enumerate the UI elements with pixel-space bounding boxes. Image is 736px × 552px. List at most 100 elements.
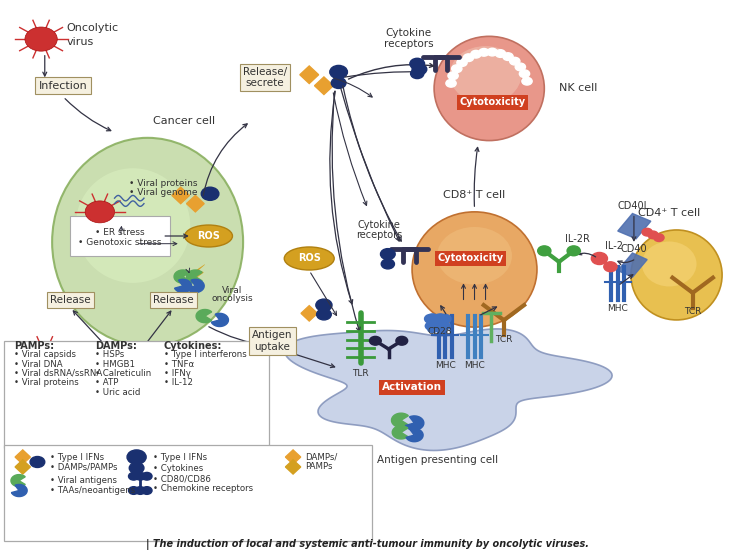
Circle shape — [654, 234, 664, 241]
Text: Release/
secrete: Release/ secrete — [243, 67, 287, 88]
Text: MHC: MHC — [464, 361, 485, 370]
Circle shape — [522, 77, 532, 85]
Text: Cytotoxicity: Cytotoxicity — [438, 253, 504, 263]
Circle shape — [428, 325, 438, 332]
Wedge shape — [186, 270, 202, 283]
Polygon shape — [300, 66, 319, 83]
Text: • HSPs: • HSPs — [95, 350, 124, 359]
FancyBboxPatch shape — [4, 341, 269, 448]
Circle shape — [538, 246, 551, 256]
Text: TLR: TLR — [353, 369, 369, 379]
FancyBboxPatch shape — [71, 216, 170, 256]
Circle shape — [446, 79, 456, 87]
Polygon shape — [15, 450, 30, 464]
Text: Oncolytic: Oncolytic — [67, 23, 119, 33]
Text: • Viral capsids: • Viral capsids — [14, 350, 76, 359]
Circle shape — [642, 229, 652, 236]
Circle shape — [412, 64, 427, 75]
Text: MHC: MHC — [607, 304, 628, 312]
Circle shape — [316, 299, 332, 311]
Wedge shape — [187, 279, 204, 293]
Text: PAMPs: PAMPs — [305, 463, 333, 471]
Ellipse shape — [642, 241, 696, 286]
Circle shape — [436, 314, 446, 322]
Circle shape — [330, 66, 347, 78]
Text: • Type I IFNs: • Type I IFNs — [50, 453, 104, 461]
Text: • Viral DNA: • Viral DNA — [14, 359, 63, 369]
Ellipse shape — [76, 168, 190, 283]
Polygon shape — [301, 306, 317, 321]
Ellipse shape — [412, 212, 537, 327]
Wedge shape — [392, 426, 408, 439]
Circle shape — [509, 57, 520, 65]
Circle shape — [503, 53, 513, 61]
Circle shape — [201, 187, 219, 200]
Text: oncolysis: oncolysis — [211, 294, 253, 303]
Text: | The induction of local and systemic anti-tumour immunity by oncolytic viruses.: | The induction of local and systemic an… — [146, 539, 590, 550]
Text: Cytokine: Cytokine — [386, 28, 431, 38]
Text: • Type I IFNs: • Type I IFNs — [153, 453, 207, 461]
Circle shape — [567, 246, 580, 256]
Circle shape — [411, 68, 424, 78]
Text: • Chemokine receptors: • Chemokine receptors — [153, 484, 253, 493]
Polygon shape — [618, 253, 647, 277]
Circle shape — [439, 315, 451, 323]
Polygon shape — [285, 329, 612, 450]
Circle shape — [464, 54, 474, 61]
Circle shape — [25, 27, 57, 51]
Text: • CD80/CD86: • CD80/CD86 — [153, 475, 210, 484]
Circle shape — [142, 487, 152, 495]
Circle shape — [604, 262, 617, 272]
Text: TCR: TCR — [495, 335, 512, 344]
Circle shape — [515, 63, 526, 71]
Wedge shape — [406, 428, 423, 442]
Circle shape — [30, 343, 60, 365]
Text: Cancer cell: Cancer cell — [153, 116, 216, 126]
Circle shape — [448, 72, 459, 79]
Circle shape — [130, 463, 144, 474]
Ellipse shape — [185, 225, 233, 247]
Circle shape — [85, 201, 115, 223]
Circle shape — [428, 320, 438, 327]
Text: Antigen
uptake: Antigen uptake — [252, 330, 293, 352]
Text: • TNFα: • TNFα — [164, 359, 194, 369]
Text: NK cell: NK cell — [559, 83, 598, 93]
Text: • Calreticulin: • Calreticulin — [95, 369, 151, 378]
Circle shape — [135, 487, 146, 495]
Wedge shape — [174, 270, 190, 283]
Circle shape — [369, 336, 381, 345]
Ellipse shape — [631, 230, 722, 320]
Text: • Viral antigens: • Viral antigens — [50, 476, 117, 485]
Circle shape — [381, 259, 394, 269]
Wedge shape — [196, 310, 212, 323]
Circle shape — [142, 473, 152, 480]
Polygon shape — [314, 77, 333, 94]
Text: virus: virus — [67, 36, 94, 46]
Circle shape — [135, 473, 146, 480]
Ellipse shape — [437, 227, 512, 284]
Circle shape — [129, 487, 139, 495]
Circle shape — [591, 252, 607, 264]
Text: PAMPs:: PAMPs: — [14, 341, 54, 351]
Polygon shape — [618, 214, 651, 239]
Circle shape — [433, 322, 443, 330]
Circle shape — [410, 59, 425, 69]
Text: • Viral proteins: • Viral proteins — [130, 179, 198, 188]
Ellipse shape — [434, 36, 545, 141]
Circle shape — [396, 336, 408, 345]
FancyBboxPatch shape — [4, 445, 372, 541]
Text: receptors: receptors — [383, 39, 434, 49]
Circle shape — [648, 231, 658, 239]
Text: • DAMPs/PAMPs: • DAMPs/PAMPs — [50, 463, 118, 471]
Wedge shape — [392, 413, 408, 427]
Text: • Uric acid: • Uric acid — [95, 388, 140, 396]
Text: CD4⁺ T cell: CD4⁺ T cell — [638, 208, 701, 218]
Text: CD40L: CD40L — [618, 201, 650, 211]
Circle shape — [425, 322, 436, 330]
Text: • Viral genome: • Viral genome — [130, 188, 198, 198]
Text: CD28: CD28 — [428, 327, 452, 336]
Text: • ER stress: • ER stress — [95, 229, 144, 237]
Text: • Genotoxic stress: • Genotoxic stress — [78, 238, 161, 247]
Wedge shape — [211, 314, 228, 327]
Text: ⚡: ⚡ — [191, 264, 206, 284]
